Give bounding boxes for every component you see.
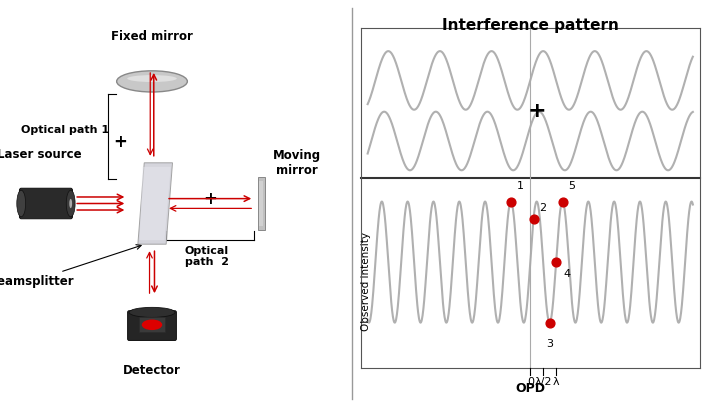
Ellipse shape xyxy=(66,190,75,217)
Point xyxy=(544,319,556,326)
Point xyxy=(528,216,539,223)
Text: 3: 3 xyxy=(547,339,554,349)
Point xyxy=(551,259,562,265)
Text: 5: 5 xyxy=(568,181,575,191)
Text: Observed intensity: Observed intensity xyxy=(361,232,371,331)
FancyBboxPatch shape xyxy=(128,311,177,340)
FancyBboxPatch shape xyxy=(258,177,266,230)
Text: +: + xyxy=(113,133,127,151)
Ellipse shape xyxy=(117,71,187,92)
Point xyxy=(506,198,517,205)
FancyBboxPatch shape xyxy=(20,188,73,219)
Ellipse shape xyxy=(17,190,25,217)
Ellipse shape xyxy=(129,307,175,317)
Ellipse shape xyxy=(141,319,162,330)
Text: 4: 4 xyxy=(563,269,571,279)
Text: Detector: Detector xyxy=(123,364,181,377)
Ellipse shape xyxy=(127,75,177,82)
Text: OPD: OPD xyxy=(515,382,545,395)
Polygon shape xyxy=(140,167,171,240)
Text: λ/2: λ/2 xyxy=(534,377,552,387)
Text: 1: 1 xyxy=(516,181,523,191)
Text: 0: 0 xyxy=(527,377,534,387)
Text: Fixed mirror: Fixed mirror xyxy=(111,30,193,43)
Text: Moving
mirror: Moving mirror xyxy=(273,149,321,177)
Text: +: + xyxy=(528,101,547,121)
Text: Laser source: Laser source xyxy=(0,148,81,161)
FancyBboxPatch shape xyxy=(139,317,165,332)
Text: λ: λ xyxy=(553,377,559,387)
Text: 2: 2 xyxy=(539,203,546,212)
FancyBboxPatch shape xyxy=(259,181,262,226)
Polygon shape xyxy=(138,163,173,244)
Text: Beamsplitter: Beamsplitter xyxy=(0,245,141,288)
Text: Interference pattern: Interference pattern xyxy=(442,18,619,33)
Text: +: + xyxy=(204,190,217,208)
Text: Optical path 1: Optical path 1 xyxy=(21,125,110,135)
Point xyxy=(557,198,568,205)
Ellipse shape xyxy=(69,199,72,208)
Text: Optical
path  2: Optical path 2 xyxy=(185,245,229,267)
